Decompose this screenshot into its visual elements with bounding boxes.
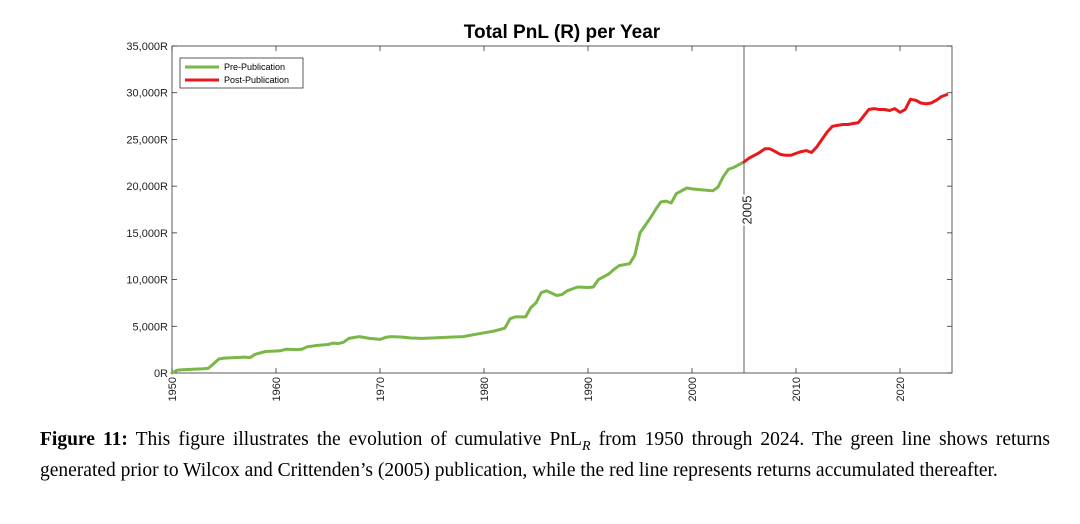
- legend-label: Pre-Publication: [224, 62, 285, 72]
- legend-box: [179, 57, 304, 89]
- y-tick-label: 5,000R: [133, 321, 169, 333]
- legend-label: Post-Publication: [224, 75, 289, 85]
- series-line-post-publication: [742, 93, 949, 164]
- chart-title: Total PnL (R) per Year: [464, 22, 661, 43]
- x-tick-label: 2000: [687, 377, 699, 401]
- figure-caption: Figure 11: This figure illustrates the e…: [40, 428, 1050, 483]
- y-tick-label: 0R: [154, 368, 168, 380]
- caption-subscript: R: [581, 438, 591, 454]
- x-tick-label: 1970: [375, 377, 387, 401]
- x-tick-label: 1950: [167, 377, 179, 401]
- y-tick-label: 25,000R: [126, 134, 168, 146]
- y-tick-label: 15,000R: [126, 228, 168, 240]
- x-tick-label: 1980: [479, 377, 491, 401]
- x-tick-label: 2020: [895, 377, 907, 401]
- y-tick-label: 10,000R: [126, 275, 168, 287]
- series-line-pre-publication: [170, 160, 746, 375]
- x-tick-label: 1960: [271, 377, 283, 401]
- caption-label: Figure 11:: [40, 429, 128, 450]
- y-tick-label: 35,000R: [126, 41, 168, 53]
- x-tick-label: 2010: [791, 377, 803, 401]
- annotation-label: 2005: [739, 196, 754, 225]
- plot-frame: [171, 45, 953, 374]
- line-chart: Total PnL (R) per Year 0R 5,000R 10,000R 15…: [126, 22, 953, 401]
- caption-text-after: from 1950 through 2024. The green line s…: [40, 429, 1051, 481]
- y-tick-label: 30,000R: [126, 88, 168, 100]
- x-tick-label: 1990: [583, 377, 595, 401]
- plot-area: 0R 5,000R 10,000R 15,000R 20,000R 25,000R 30,0…: [126, 41, 953, 401]
- caption-text-before: This figure illustrates the evolution of…: [127, 429, 582, 450]
- y-tick-label: 20,000R: [126, 181, 168, 193]
